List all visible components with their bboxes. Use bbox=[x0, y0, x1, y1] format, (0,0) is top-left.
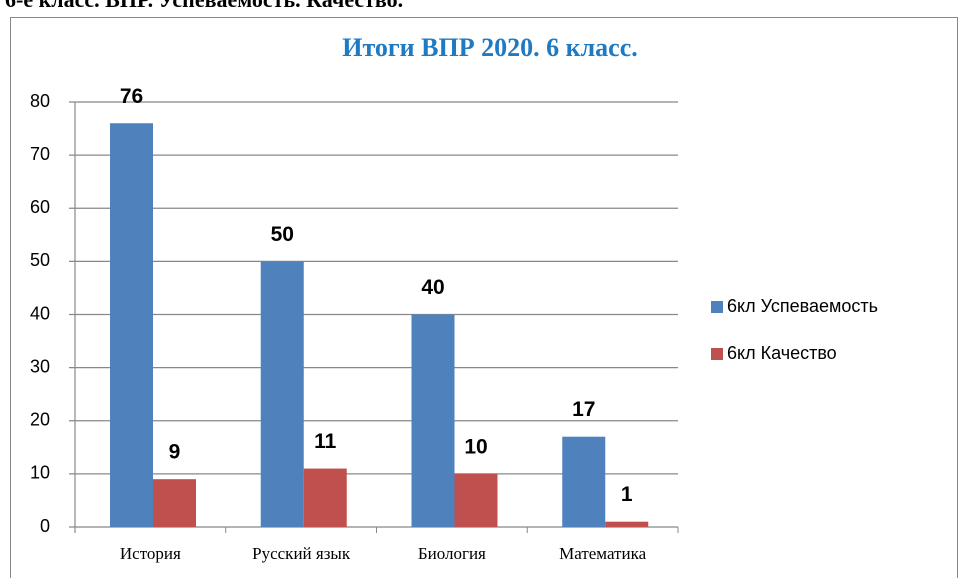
data-label: 10 bbox=[464, 435, 487, 458]
page-heading: 6-е класс. ВПР. Успеваемость. Качество. bbox=[5, 0, 403, 12]
data-label: 9 bbox=[169, 441, 181, 464]
chart-title: Итоги ВПР 2020. 6 класс. bbox=[342, 33, 638, 62]
data-label: 11 bbox=[314, 430, 337, 453]
bar bbox=[605, 521, 649, 527]
data-label: 40 bbox=[421, 276, 444, 299]
data-label: 17 bbox=[572, 398, 595, 421]
data-label: 76 bbox=[120, 85, 143, 108]
bar bbox=[303, 468, 347, 527]
y-tick-label: 0 bbox=[40, 516, 50, 536]
y-tick-label: 20 bbox=[30, 410, 50, 430]
x-tick-label: Русский язык bbox=[252, 544, 351, 563]
data-label: 50 bbox=[271, 223, 294, 246]
legend-label: 6кл Успеваемость bbox=[727, 296, 878, 316]
legend-swatch bbox=[711, 301, 723, 313]
bar bbox=[110, 123, 153, 527]
y-tick-label: 80 bbox=[30, 91, 50, 111]
x-tick-label: Математика bbox=[559, 544, 646, 563]
data-label: 1 bbox=[621, 483, 633, 506]
bar bbox=[153, 479, 196, 527]
x-tick-label: История bbox=[120, 544, 181, 563]
y-tick-label: 40 bbox=[30, 303, 50, 323]
legend-label: 6кл Качество bbox=[727, 343, 837, 363]
bar bbox=[411, 314, 455, 527]
bar bbox=[454, 473, 498, 527]
y-tick-label: 60 bbox=[30, 197, 50, 217]
bar bbox=[562, 436, 606, 527]
y-tick-label: 30 bbox=[30, 356, 50, 376]
bar bbox=[260, 261, 304, 527]
chart-frame bbox=[10, 17, 958, 578]
y-tick-label: 10 bbox=[30, 463, 50, 483]
legend-swatch bbox=[711, 348, 723, 360]
y-tick-label: 50 bbox=[30, 250, 50, 270]
x-tick-label: Биология bbox=[418, 544, 486, 563]
y-tick-label: 70 bbox=[30, 144, 50, 164]
